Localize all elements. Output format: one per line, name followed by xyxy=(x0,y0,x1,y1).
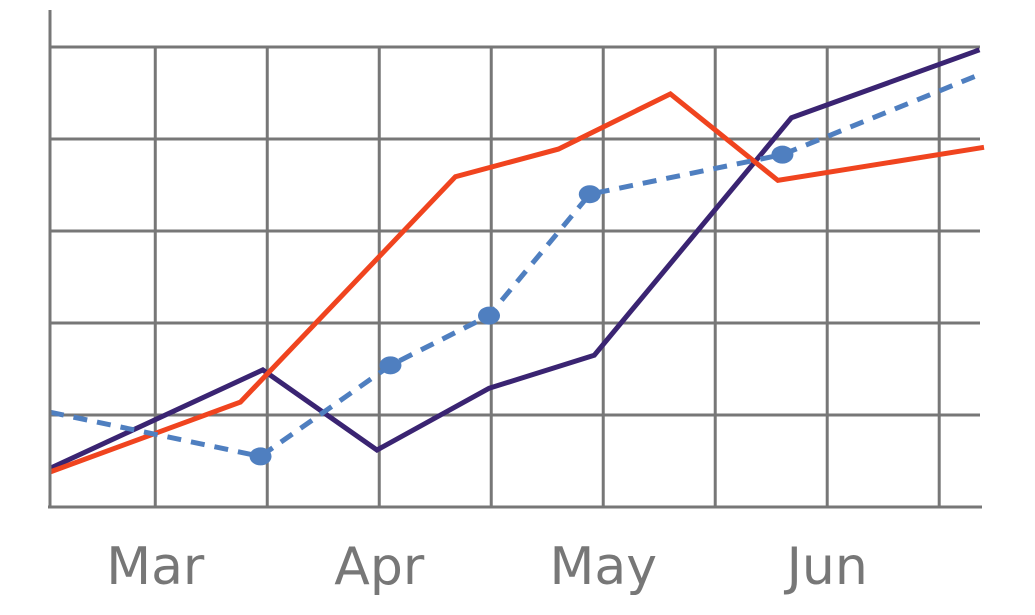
x-tick-label: Jun xyxy=(784,537,868,597)
series-line xyxy=(48,47,981,471)
plot-area xyxy=(48,47,985,475)
x-tick-label: May xyxy=(549,537,657,597)
data-point xyxy=(379,356,402,375)
x-tick-label: Apr xyxy=(334,537,425,597)
data-point xyxy=(578,185,601,204)
data-point xyxy=(478,306,501,325)
grid xyxy=(50,45,980,507)
series-line xyxy=(49,72,981,460)
series-line xyxy=(49,90,985,475)
x-tick-label: Mar xyxy=(106,537,205,597)
data-point xyxy=(249,447,272,466)
data-point xyxy=(771,145,794,164)
